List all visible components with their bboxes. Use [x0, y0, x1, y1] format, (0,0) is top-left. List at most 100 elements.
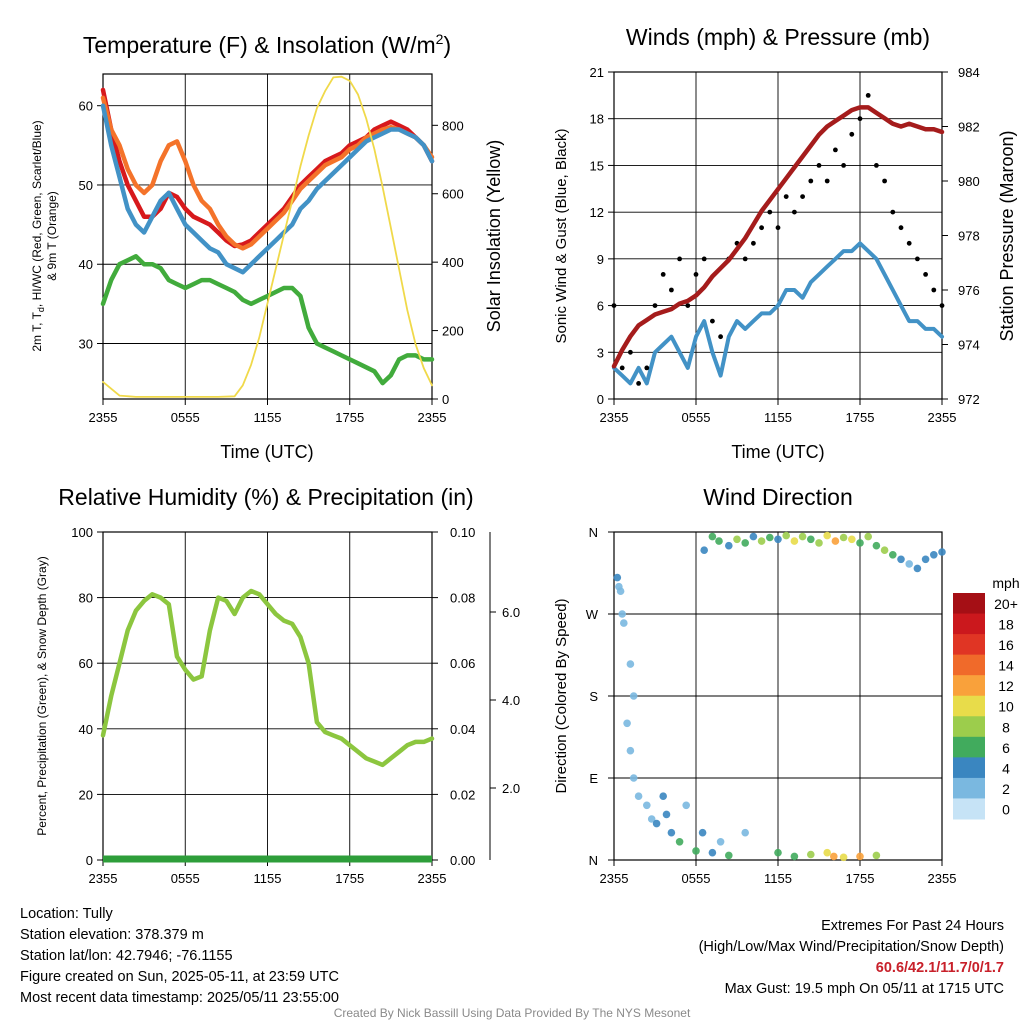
wind-direction-point [823, 531, 831, 540]
precip-y-tick-label: 0.00 [450, 853, 475, 868]
colorbar-swatch [953, 716, 985, 738]
colorbar-label: 16 [998, 637, 1014, 653]
wind-direction-point [620, 619, 628, 627]
direction-x-tick-label: 2355 [600, 871, 629, 886]
wind-direction-point [667, 828, 676, 837]
colorbar-swatch [953, 695, 985, 717]
temperature-y-tick-label: 30 [79, 337, 93, 352]
wind-gust-point [824, 178, 830, 184]
wind-direction-point [616, 587, 625, 595]
colorbar-label: 2 [1002, 781, 1010, 797]
credit-line: Created By Nick Bassill Using Data Provi… [333, 1006, 691, 1020]
wind-gust-point [833, 147, 838, 153]
wind-direction-point [626, 660, 635, 668]
wind-gust-point [718, 334, 723, 340]
humidity-chart-title: Relative Humidity (%) & Precipitation (i… [58, 484, 473, 510]
wind-gust-point [816, 163, 822, 168]
relative-humidity-line [100, 588, 435, 768]
temperature-x-tick-label: 0555 [171, 410, 200, 425]
pressure-y-tick-label: 982 [958, 120, 980, 135]
station-location: Location: Tully [20, 906, 113, 922]
wind-direction-point [921, 555, 930, 564]
wind-gust-point [693, 272, 699, 277]
pressure-y-tick-label: 984 [958, 65, 980, 80]
temperature-x-tick-label: 2355 [418, 410, 447, 425]
wind-direction-point [815, 539, 823, 547]
station-elevation: Station elevation: 378.379 m [20, 927, 204, 943]
wind-direction-point [774, 848, 782, 857]
wind-direction-point [790, 852, 799, 861]
wind-direction-point [848, 535, 856, 544]
winds-x-tick-label: 1155 [764, 410, 792, 425]
extremes-values: 60.6/42.1/11.7/0/1.7 [875, 960, 1004, 976]
wind-direction-point [725, 851, 733, 860]
colorbar-swatch [953, 613, 985, 635]
wind-direction-chart-title: Wind Direction [703, 484, 853, 510]
wind-gust-point [701, 256, 707, 262]
wind-direction-point [905, 560, 913, 568]
wind-direction-point [938, 548, 946, 556]
colorbar-title: mph [992, 575, 1019, 591]
wind-gust-point [931, 287, 937, 293]
snow-depth-tick-label: 2.0 [502, 781, 520, 796]
wind-direction-point [613, 573, 622, 582]
wind-gust-point [849, 131, 855, 137]
direction-x-tick-label: 1155 [764, 871, 792, 886]
wind-gust-point [808, 178, 814, 184]
wind-gust-point [611, 303, 617, 308]
humidity-y-tick-label: 80 [79, 591, 93, 606]
wind-gust-point [759, 225, 764, 231]
wind-gust-point [685, 303, 691, 308]
wind-gust-point [660, 272, 666, 277]
winds-y-tick-label: 9 [597, 252, 604, 267]
max-gust: Max Gust: 19.5 mph On 05/11 at 1715 UTC [724, 981, 1004, 997]
humidity-x-tick-label: 2355 [89, 871, 118, 886]
wind-gust-point [906, 240, 912, 246]
winds-y-tick-label: 0 [597, 392, 604, 407]
temperature-x-tick-label: 1155 [254, 410, 282, 425]
colorbar-swatch [953, 634, 985, 656]
wind-gust-point [923, 272, 928, 277]
temperature-y-axis-label-2: & 9m T (Orange) [45, 191, 59, 281]
humidity-y-tick-label: 0 [86, 853, 93, 868]
colorbar-label: 20+ [994, 596, 1018, 612]
pressure-line [611, 105, 945, 369]
extremes-subtitle: (High/Low/Max Wind/Precipitation/Snow De… [698, 939, 1004, 955]
colorbar-swatch [953, 654, 985, 676]
colorbar-swatch [953, 675, 985, 697]
wind-direction-point [725, 541, 733, 550]
pressure-y-tick-label: 978 [958, 229, 980, 244]
insolation-y-tick-label: 600 [442, 187, 464, 202]
colorbar-label: 14 [998, 658, 1014, 674]
winds-y-axis-label: Sonic Wind & Gust (Blue, Black) [553, 128, 570, 343]
humidity-y-tick-label: 20 [79, 787, 93, 802]
wind-direction-point [682, 801, 690, 810]
precip-y-tick-label: 0.04 [450, 722, 475, 737]
wind-gust-point [865, 93, 871, 98]
wind-direction-point [629, 774, 638, 782]
temperature-y-tick-label: 60 [79, 99, 93, 114]
humidity-x-tick-label: 1755 [335, 871, 364, 886]
wind-direction-point [708, 532, 717, 541]
wind-direction-point [856, 539, 864, 547]
wind-gust-point [669, 287, 674, 293]
winds-x-tick-label: 0555 [682, 410, 711, 425]
winds-x-axis-label: Time (UTC) [731, 442, 824, 462]
humidity-x-tick-label: 2355 [418, 871, 447, 886]
wind-gust-point [767, 209, 773, 215]
temperature-y-tick-label: 50 [79, 178, 93, 193]
wind-gust-point [619, 365, 625, 371]
winds-plot-frame [613, 71, 943, 400]
insolation-y-axis-label: Solar Insolation (Yellow) [484, 140, 504, 332]
temperature-x-tick-label: 1755 [335, 410, 364, 425]
snow-depth-tick-label: 4.0 [502, 693, 520, 708]
wind-direction-point [839, 533, 848, 542]
wind-gust-point [775, 225, 781, 231]
temperature-series-line-3 [100, 254, 435, 386]
winds-x-tick-label: 2355 [928, 410, 957, 425]
colorbar-label: 10 [998, 699, 1014, 715]
wind-direction-point [774, 535, 782, 544]
wind-direction-point [831, 537, 840, 545]
pressure-y-axis-label: Station Pressure (Maroon) [997, 130, 1017, 341]
wind-gust-point [644, 365, 650, 371]
